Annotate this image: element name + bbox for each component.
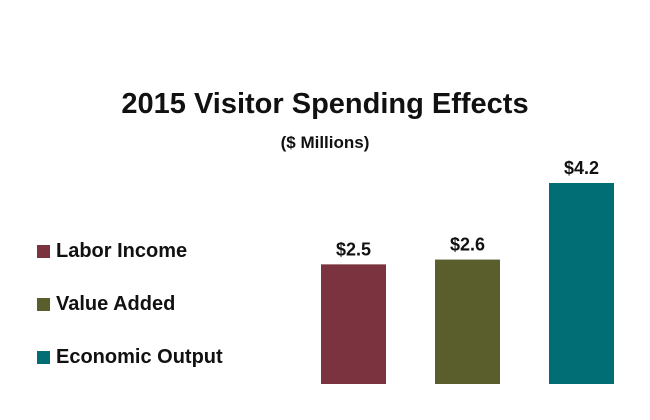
legend-item-labor-income: Labor Income	[37, 237, 297, 265]
bar-labor-income	[321, 264, 386, 384]
legend-swatch-economic-output	[37, 350, 50, 364]
legend-item-economic-output: Economic Output	[37, 343, 297, 371]
chart-subtitle: ($ Millions)	[280, 133, 370, 152]
legend: Labor Income Value Added Economic Output	[37, 237, 297, 396]
data-label-labor-income: $2.5	[336, 239, 371, 259]
legend-swatch-labor-income	[37, 244, 50, 258]
bar-economic-output	[549, 183, 614, 384]
legend-label-value-added: Value Added	[56, 292, 176, 315]
legend-label-labor-income: Labor Income	[56, 239, 188, 262]
legend-item-value-added: Value Added	[37, 290, 297, 318]
chart-title: 2015 Visitor Spending Effects	[121, 88, 529, 120]
legend-label-economic-output: Economic Output	[56, 345, 223, 368]
bar-value-added	[435, 259, 500, 384]
data-label-economic-output: $4.2	[564, 158, 599, 178]
legend-swatch-value-added	[37, 297, 50, 311]
data-label-value-added: $2.6	[450, 235, 485, 255]
